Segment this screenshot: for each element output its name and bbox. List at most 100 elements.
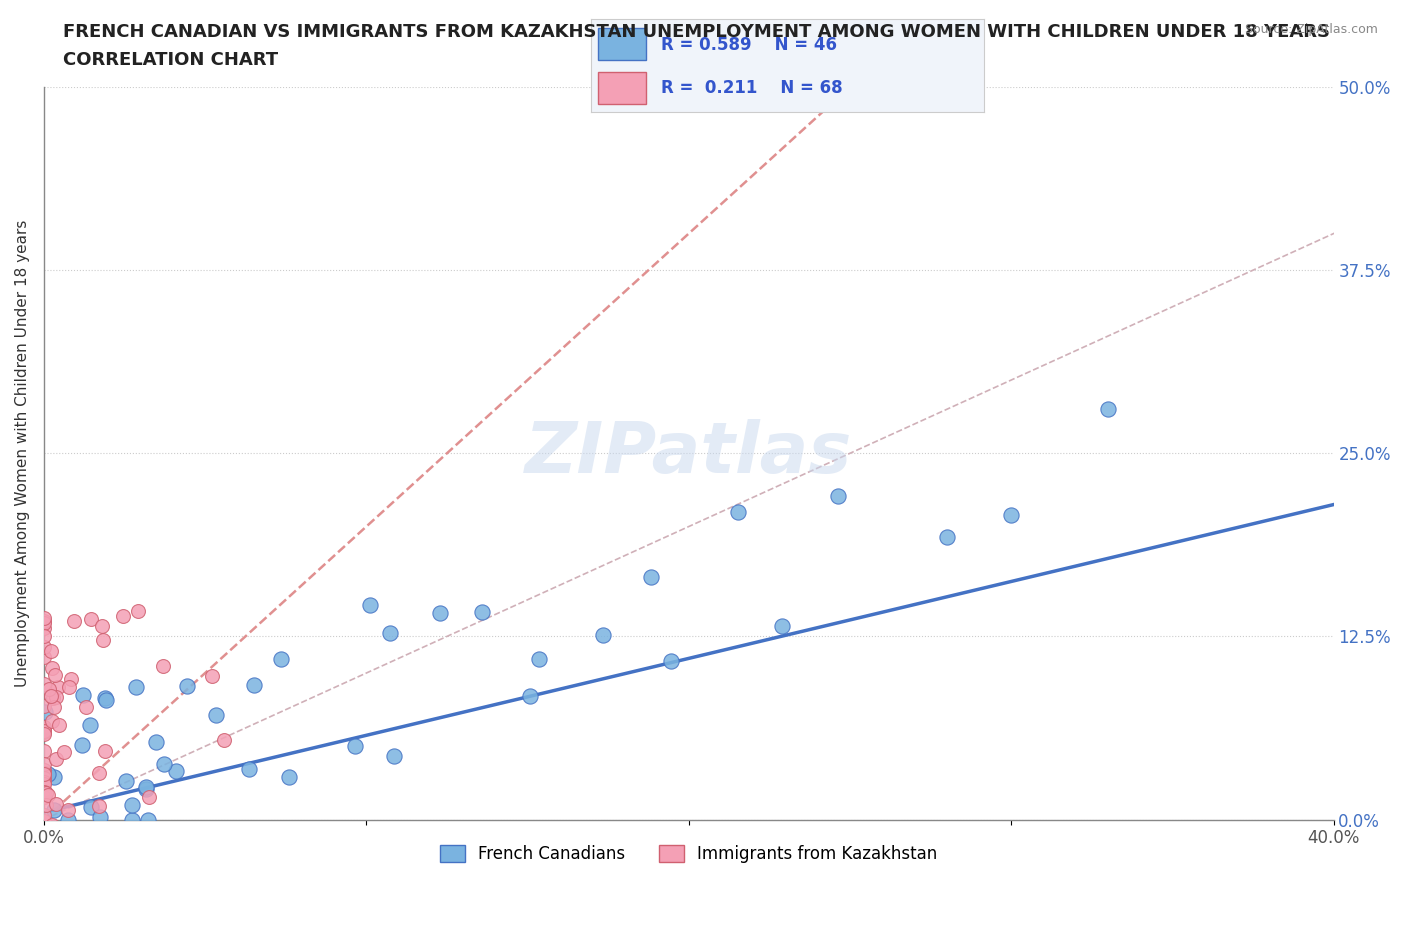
French Canadians [378, 626, 401, 641]
Immigrants from Kazakhstan [48, 717, 70, 732]
Immigrants from Kazakhstan [32, 726, 55, 741]
Immigrants from Kazakhstan [87, 765, 110, 780]
Immigrants from Kazakhstan [41, 827, 63, 842]
Immigrants from Kazakhstan [201, 669, 224, 684]
Immigrants from Kazakhstan [32, 629, 55, 644]
Immigrants from Kazakhstan [32, 785, 55, 800]
Immigrants from Kazakhstan [32, 720, 55, 735]
Immigrants from Kazakhstan [60, 671, 83, 686]
French Canadians [96, 693, 118, 708]
Immigrants from Kazakhstan [32, 756, 55, 771]
French Canadians [34, 704, 56, 719]
Immigrants from Kazakhstan [32, 827, 55, 842]
French Canadians [359, 597, 381, 612]
Immigrants from Kazakhstan [212, 733, 235, 748]
Y-axis label: Unemployment Among Women with Children Under 18 years: Unemployment Among Women with Children U… [15, 219, 30, 687]
French Canadians [827, 489, 849, 504]
Immigrants from Kazakhstan [32, 777, 55, 791]
Immigrants from Kazakhstan [32, 724, 55, 738]
Immigrants from Kazakhstan [32, 785, 55, 800]
Immigrants from Kazakhstan [32, 775, 55, 790]
Immigrants from Kazakhstan [75, 699, 97, 714]
Immigrants from Kazakhstan [34, 827, 56, 842]
Immigrants from Kazakhstan [35, 785, 58, 800]
Immigrants from Kazakhstan [34, 797, 56, 812]
French Canadians [659, 654, 682, 669]
Immigrants from Kazakhstan [79, 611, 101, 626]
Immigrants from Kazakhstan [32, 616, 55, 631]
Immigrants from Kazakhstan [32, 640, 55, 655]
French Canadians [243, 678, 266, 693]
French Canadians [277, 769, 299, 784]
Immigrants from Kazakhstan [32, 650, 55, 665]
French Canadians [115, 774, 138, 789]
Immigrants from Kazakhstan [63, 613, 86, 628]
French Canadians [94, 691, 117, 706]
Immigrants from Kazakhstan [32, 790, 55, 804]
Immigrants from Kazakhstan [56, 803, 79, 817]
French Canadians [527, 651, 550, 666]
Immigrants from Kazakhstan [152, 658, 174, 673]
Text: CORRELATION CHART: CORRELATION CHART [63, 51, 278, 69]
Immigrants from Kazakhstan [41, 713, 63, 728]
French Canadians [72, 688, 94, 703]
Immigrants from Kazakhstan [45, 797, 67, 812]
French Canadians [42, 769, 65, 784]
Immigrants from Kazakhstan [87, 799, 110, 814]
French Canadians [204, 707, 226, 722]
French Canadians [471, 604, 494, 619]
Immigrants from Kazakhstan [32, 827, 55, 842]
French Canadians [176, 679, 198, 694]
French Canadians [121, 812, 143, 827]
French Canadians [640, 570, 662, 585]
Immigrants from Kazakhstan [94, 744, 117, 759]
Immigrants from Kazakhstan [91, 632, 114, 647]
French Canadians [1097, 402, 1119, 417]
Immigrants from Kazakhstan [111, 608, 134, 623]
Immigrants from Kazakhstan [32, 763, 55, 777]
French Canadians [121, 798, 143, 813]
Immigrants from Kazakhstan [38, 681, 60, 696]
Immigrants from Kazakhstan [44, 700, 66, 715]
Immigrants from Kazakhstan [32, 807, 55, 822]
French Canadians [519, 689, 541, 704]
Immigrants from Kazakhstan [45, 751, 67, 766]
French Canadians [153, 757, 176, 772]
Immigrants from Kazakhstan [32, 771, 55, 786]
French Canadians [125, 680, 148, 695]
Immigrants from Kazakhstan [138, 790, 160, 804]
Text: R = 0.589    N = 46: R = 0.589 N = 46 [661, 35, 838, 54]
FancyBboxPatch shape [599, 72, 645, 104]
Immigrants from Kazakhstan [32, 610, 55, 625]
Immigrants from Kazakhstan [39, 688, 62, 703]
Immigrants from Kazakhstan [41, 660, 63, 675]
Immigrants from Kazakhstan [32, 724, 55, 739]
French Canadians [135, 779, 157, 794]
French Canadians [136, 812, 159, 827]
French Canadians [42, 803, 65, 817]
Immigrants from Kazakhstan [34, 766, 56, 781]
Immigrants from Kazakhstan [39, 644, 62, 658]
Immigrants from Kazakhstan [32, 677, 55, 692]
Immigrants from Kazakhstan [41, 817, 63, 832]
Immigrants from Kazakhstan [32, 744, 55, 759]
Legend: French Canadians, Immigrants from Kazakhstan: French Canadians, Immigrants from Kazakh… [433, 838, 943, 870]
Immigrants from Kazakhstan [52, 745, 75, 760]
French Canadians [89, 809, 111, 824]
Immigrants from Kazakhstan [32, 722, 55, 737]
Immigrants from Kazakhstan [58, 680, 80, 695]
Immigrants from Kazakhstan [91, 619, 114, 634]
Immigrants from Kazakhstan [37, 787, 59, 802]
Text: R =  0.211    N = 68: R = 0.211 N = 68 [661, 79, 844, 98]
French Canadians [238, 761, 260, 776]
French Canadians [343, 738, 366, 753]
French Canadians [592, 627, 614, 642]
French Canadians [429, 605, 451, 620]
French Canadians [935, 530, 957, 545]
Immigrants from Kazakhstan [32, 814, 55, 829]
Immigrants from Kazakhstan [32, 620, 55, 635]
French Canadians [72, 737, 94, 752]
FancyBboxPatch shape [599, 28, 645, 60]
French Canadians [1000, 508, 1022, 523]
Immigrants from Kazakhstan [32, 827, 55, 842]
